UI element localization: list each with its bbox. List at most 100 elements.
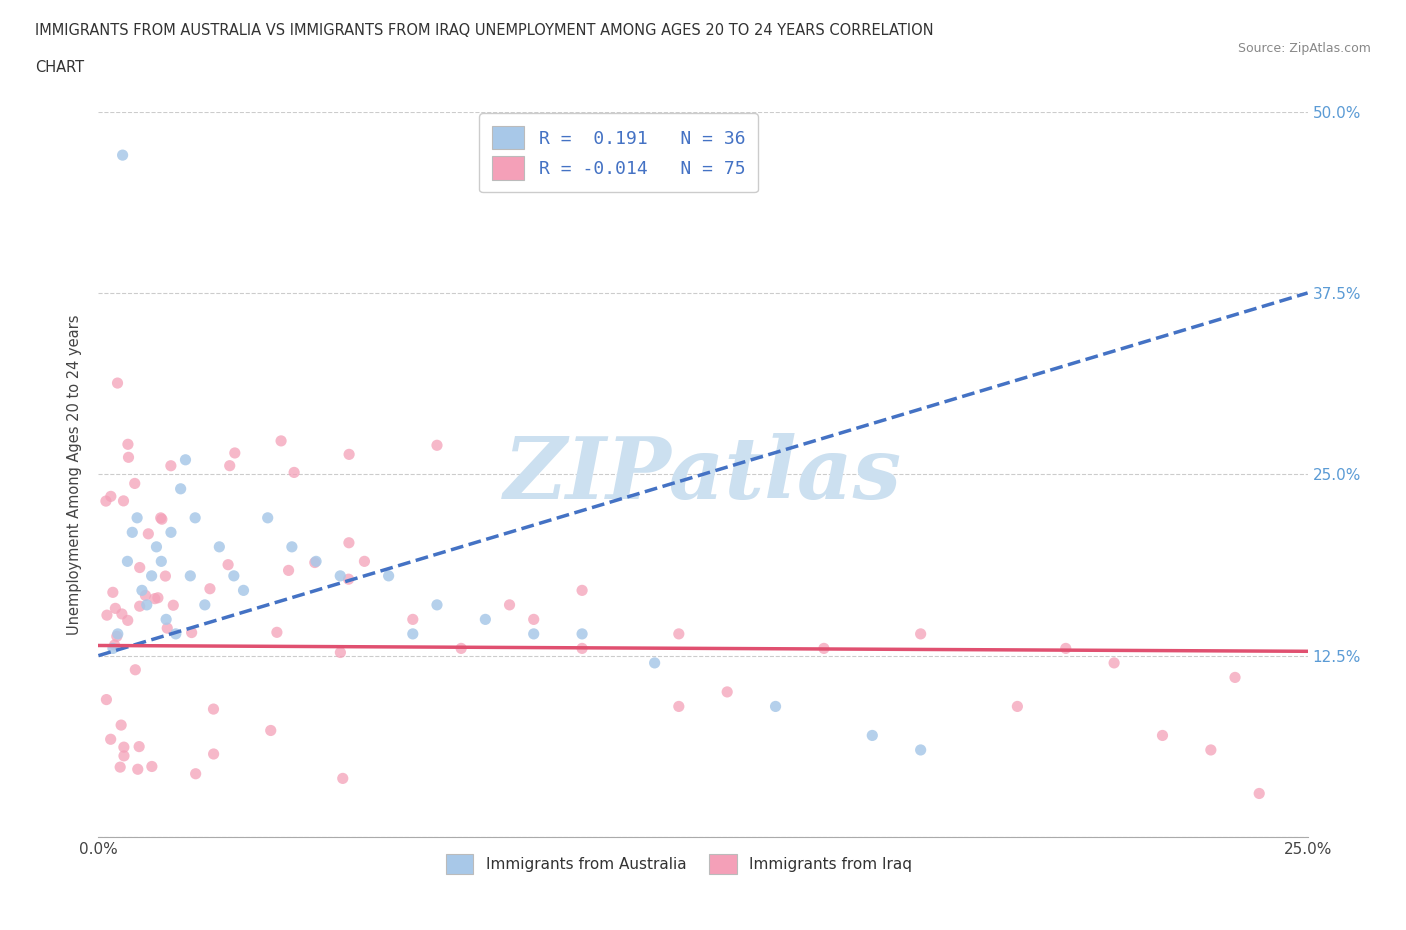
Point — [353, 554, 375, 569]
Point — [270, 433, 292, 448]
Point — [1054, 641, 1077, 656]
Point — [110, 718, 132, 733]
Point — [571, 583, 593, 598]
Point — [155, 568, 177, 583]
Point — [224, 445, 246, 460]
Point — [107, 376, 129, 391]
Point — [149, 511, 172, 525]
Point — [305, 554, 328, 569]
Point — [337, 536, 360, 551]
Point — [426, 438, 449, 453]
Point — [218, 458, 240, 473]
Point — [266, 625, 288, 640]
Point — [174, 452, 197, 467]
Point — [150, 554, 173, 569]
Point — [131, 583, 153, 598]
Point — [860, 728, 883, 743]
Point — [304, 555, 326, 570]
Point — [332, 771, 354, 786]
Point — [402, 612, 425, 627]
Point — [523, 627, 546, 642]
Point — [100, 489, 122, 504]
Point — [134, 588, 156, 603]
Point — [498, 597, 520, 612]
Point — [127, 511, 149, 525]
Point — [1007, 699, 1029, 714]
Point — [202, 747, 225, 762]
Point — [135, 597, 157, 612]
Point — [112, 749, 135, 764]
Point — [94, 494, 117, 509]
Point — [96, 607, 118, 622]
Point — [716, 684, 738, 699]
Point — [160, 525, 183, 539]
Point — [217, 557, 239, 572]
Point — [260, 723, 283, 737]
Point — [198, 581, 221, 596]
Point — [146, 591, 169, 605]
Point — [329, 645, 352, 660]
Point — [180, 625, 202, 640]
Point — [571, 641, 593, 656]
Legend: Immigrants from Australia, Immigrants from Iraq: Immigrants from Australia, Immigrants fr… — [440, 848, 918, 880]
Point — [128, 560, 150, 575]
Point — [644, 656, 666, 671]
Point — [145, 539, 167, 554]
Point — [156, 620, 179, 635]
Point — [121, 525, 143, 539]
Point — [169, 482, 191, 497]
Point — [96, 692, 118, 707]
Point — [232, 583, 254, 598]
Point — [128, 599, 150, 614]
Point — [208, 539, 231, 554]
Point — [128, 739, 150, 754]
Point — [184, 511, 207, 525]
Point — [111, 606, 134, 621]
Point — [150, 512, 173, 526]
Point — [136, 526, 159, 541]
Point — [281, 539, 304, 554]
Point — [910, 742, 932, 757]
Text: ZIPatlas: ZIPatlas — [503, 432, 903, 516]
Y-axis label: Unemployment Among Ages 20 to 24 years: Unemployment Among Ages 20 to 24 years — [67, 314, 83, 634]
Point — [111, 148, 134, 163]
Point — [162, 598, 184, 613]
Text: Source: ZipAtlas.com: Source: ZipAtlas.com — [1237, 42, 1371, 55]
Point — [105, 629, 128, 644]
Point — [117, 437, 139, 452]
Point — [117, 450, 139, 465]
Point — [1102, 656, 1125, 671]
Point — [1249, 786, 1271, 801]
Point — [117, 554, 139, 569]
Point — [165, 627, 187, 642]
Text: CHART: CHART — [35, 60, 84, 75]
Point — [377, 568, 399, 583]
Point — [127, 762, 149, 777]
Point — [668, 627, 690, 642]
Point — [117, 613, 139, 628]
Point — [194, 597, 217, 612]
Point — [277, 563, 299, 578]
Point — [765, 699, 787, 714]
Point — [141, 759, 163, 774]
Point — [160, 458, 183, 473]
Point — [668, 699, 690, 714]
Point — [184, 766, 207, 781]
Point — [910, 627, 932, 642]
Point — [1152, 728, 1174, 743]
Point — [426, 597, 449, 612]
Point — [329, 568, 352, 583]
Point — [474, 612, 496, 627]
Point — [571, 627, 593, 642]
Point — [402, 627, 425, 642]
Point — [1199, 742, 1222, 757]
Point — [179, 568, 201, 583]
Point — [141, 568, 163, 583]
Point — [107, 627, 129, 642]
Text: IMMIGRANTS FROM AUSTRALIA VS IMMIGRANTS FROM IRAQ UNEMPLOYMENT AMONG AGES 20 TO : IMMIGRANTS FROM AUSTRALIA VS IMMIGRANTS … — [35, 23, 934, 38]
Point — [337, 572, 360, 587]
Point — [523, 612, 546, 627]
Point — [103, 638, 125, 653]
Point — [108, 760, 131, 775]
Point — [222, 568, 245, 583]
